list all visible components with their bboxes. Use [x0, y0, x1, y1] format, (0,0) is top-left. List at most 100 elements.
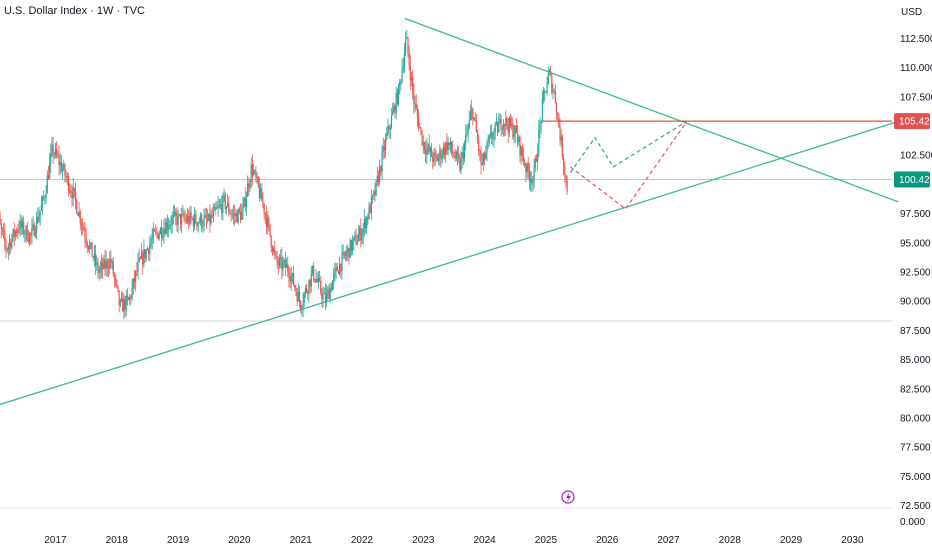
- candle-body: [133, 278, 136, 283]
- candle-body: [225, 206, 228, 209]
- candle-body: [508, 118, 510, 133]
- candle-body: [250, 164, 252, 183]
- price-badges: 105.420 100.424: [894, 113, 932, 188]
- candle-body: [350, 240, 352, 251]
- candle-body: [126, 295, 129, 298]
- candle-body: [519, 136, 521, 156]
- candle-body: [287, 264, 289, 272]
- candle-body: [12, 229, 14, 239]
- candle-body: [363, 219, 365, 228]
- candle-body: [334, 269, 336, 275]
- candle-body: [487, 141, 489, 144]
- candle-body: [405, 38, 407, 53]
- candle-body: [560, 136, 562, 141]
- candle-body: [349, 240, 351, 258]
- candle-body: [137, 261, 139, 272]
- candle-body: [122, 298, 124, 312]
- candle-body: [307, 291, 309, 294]
- candle-body: [535, 158, 538, 162]
- candle-body: [288, 271, 290, 278]
- candle-body: [517, 133, 519, 143]
- candle-body: [485, 152, 487, 160]
- candle-body: [432, 156, 434, 162]
- candle-body: [293, 273, 295, 286]
- candle-body: [87, 246, 90, 250]
- candle-body: [124, 299, 126, 310]
- candle-body: [390, 115, 393, 128]
- candle-body: [330, 287, 332, 291]
- candle-body: [54, 148, 57, 155]
- candle-body: [10, 241, 12, 248]
- candle-body: [423, 142, 426, 151]
- candle-body: [542, 91, 545, 99]
- price-axis[interactable]: USD 72.500 75.000 77.500 80.000 82.500 85.000 8…: [900, 7, 932, 528]
- candle-body: [168, 226, 170, 230]
- candle-body: [370, 197, 373, 213]
- candle-body: [512, 123, 514, 138]
- candle-body: [235, 212, 237, 217]
- candle-body: [386, 133, 388, 139]
- candle-body: [30, 233, 32, 236]
- candle-body: [277, 262, 279, 266]
- candle-body: [442, 147, 444, 156]
- candle-body: [348, 247, 350, 258]
- lower-trendline: [0, 120, 899, 406]
- candle-body: [254, 170, 256, 172]
- candle-body: [159, 228, 162, 234]
- candle-body: [38, 216, 40, 222]
- x-tick-label: 2030: [841, 535, 864, 546]
- resistance-badge: [894, 113, 930, 130]
- candle-body: [410, 77, 413, 81]
- candle-body: [303, 293, 305, 303]
- candle-body: [111, 261, 113, 263]
- candle-body: [353, 237, 355, 242]
- guides-layer: [0, 178, 892, 509]
- y-tick-label: 72.500: [900, 501, 931, 512]
- candle-body: [144, 249, 146, 259]
- candle-body: [13, 229, 15, 237]
- time-axis[interactable]: 2017 2018 2019 2020 2021 2022 2023 2024 2025 2026…: [44, 535, 864, 546]
- candle-body: [179, 214, 182, 225]
- candle-body: [6, 249, 8, 251]
- candle-body: [562, 157, 565, 167]
- candle-body: [459, 158, 461, 171]
- candle-body: [375, 179, 377, 195]
- candle-body: [284, 260, 286, 268]
- candle-body: [335, 266, 337, 270]
- candle-body: [20, 220, 22, 228]
- candle-body: [113, 274, 116, 279]
- candle-body: [329, 287, 331, 300]
- candle-body: [509, 118, 512, 127]
- candle-body: [511, 123, 513, 127]
- candle-body: [545, 91, 547, 93]
- candle-body: [342, 252, 344, 254]
- candle-body: [368, 205, 370, 219]
- candle-body: [380, 166, 382, 172]
- candle-body: [438, 156, 440, 161]
- candle-body: [92, 256, 94, 259]
- candle-body: [402, 66, 404, 69]
- candle-body: [0, 218, 1, 225]
- candle-body: [505, 118, 507, 127]
- candle-body: [195, 213, 197, 223]
- candle-body: [337, 271, 340, 274]
- candle-body: [268, 218, 270, 225]
- candle-body: [190, 212, 192, 218]
- candle-body: [202, 225, 204, 228]
- candle-body: [443, 147, 446, 155]
- candle-body: [32, 224, 34, 228]
- candle-body: [260, 188, 262, 198]
- candle-body: [242, 205, 244, 212]
- candle-body: [408, 52, 410, 66]
- candle-body: [212, 210, 215, 217]
- candle-body: [362, 227, 364, 236]
- candle-body: [186, 216, 189, 222]
- candle-body: [276, 255, 278, 263]
- candle-body: [205, 215, 207, 220]
- candle-body: [203, 217, 205, 226]
- candle-body: [118, 290, 120, 306]
- candle-body: [296, 292, 298, 302]
- candle-body: [403, 52, 406, 67]
- event-marker[interactable]: [561, 490, 575, 504]
